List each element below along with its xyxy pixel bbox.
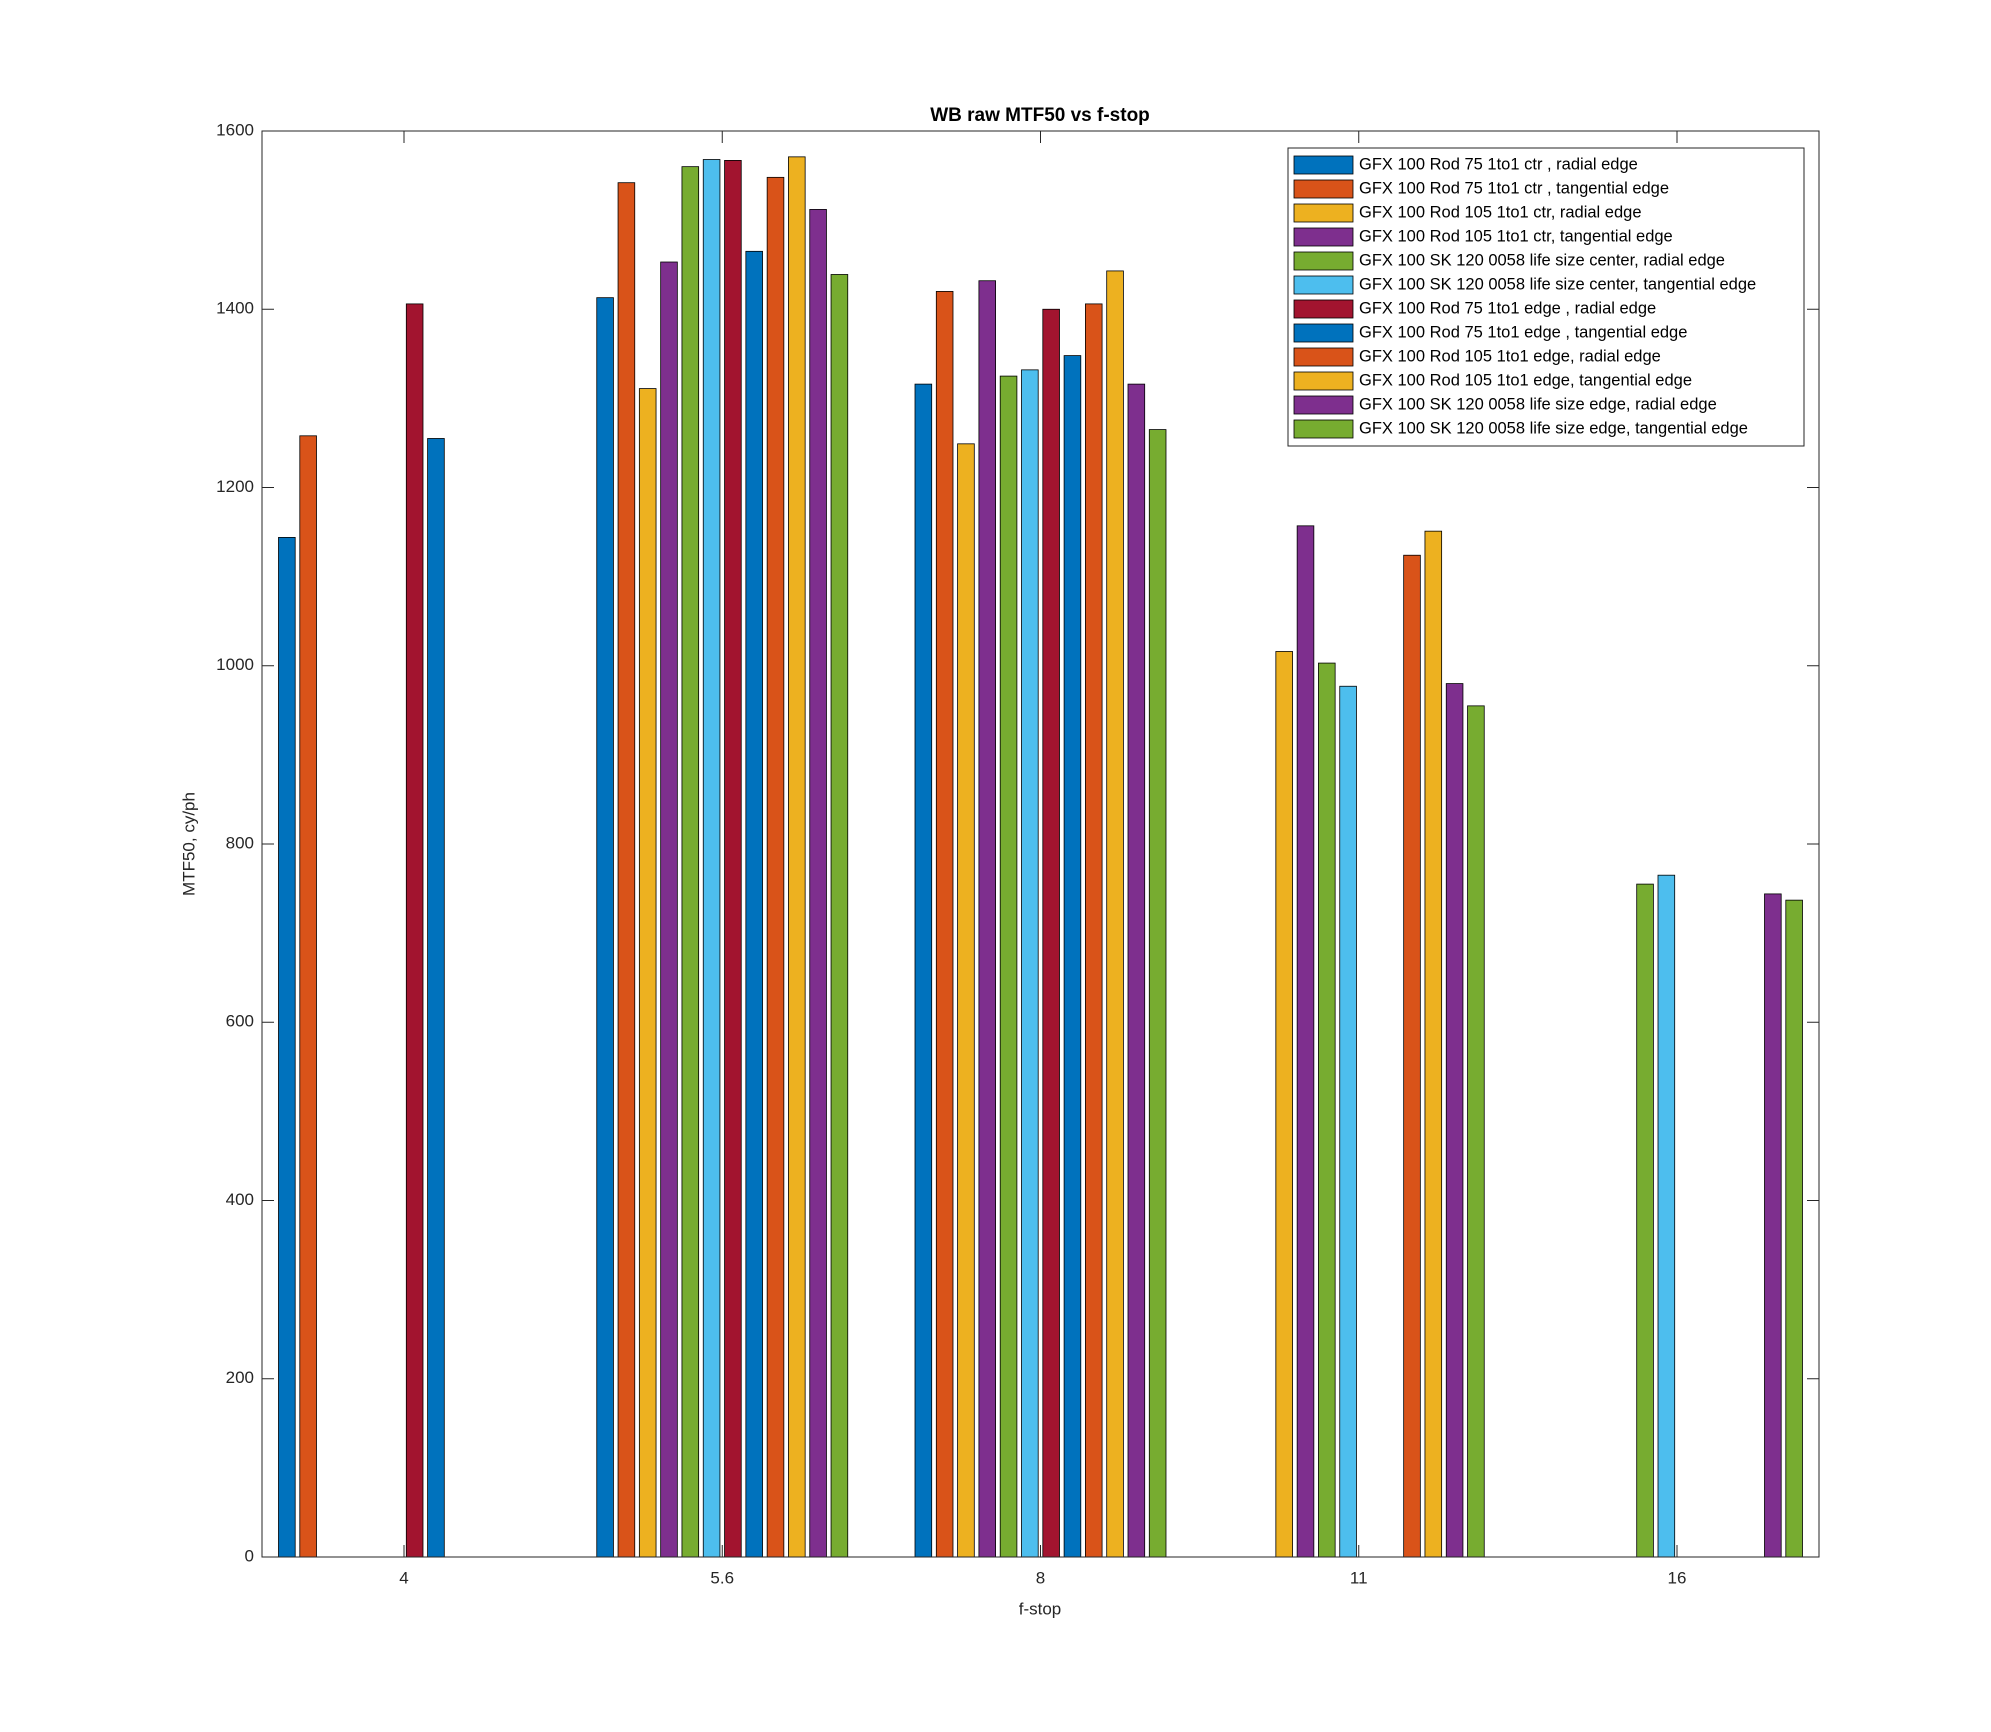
- y-tick-label: 1600: [216, 120, 254, 139]
- legend-swatch: [1293, 251, 1354, 271]
- bar: [1063, 355, 1082, 1558]
- legend-swatch: [1293, 371, 1354, 391]
- legend-swatch: [1293, 227, 1354, 247]
- y-tick-label: 1400: [216, 299, 254, 318]
- x-tick-label: 5.6: [710, 1568, 734, 1587]
- bar: [1403, 554, 1421, 1558]
- bar: [1021, 369, 1039, 1558]
- bar: [1042, 308, 1060, 1558]
- bar: [681, 166, 700, 1558]
- y-tick-label: 400: [226, 1190, 254, 1209]
- bar: [702, 159, 721, 1558]
- bar: [1127, 383, 1146, 1558]
- legend-label: GFX 100 Rod 105 1to1 ctr, tangential edg…: [1359, 227, 1673, 245]
- legend-swatch: [1293, 419, 1354, 439]
- x-tick-label: 16: [1668, 1568, 1687, 1587]
- y-tick-label: 200: [226, 1368, 254, 1387]
- bar: [1467, 705, 1485, 1558]
- bar: [1296, 525, 1315, 1558]
- legend-label: GFX 100 SK 120 0058 life size center, ra…: [1359, 251, 1725, 269]
- legend-label: GFX 100 SK 120 0058 life size edge, tang…: [1359, 419, 1748, 437]
- y-tick-label: 600: [226, 1012, 254, 1031]
- x-axis-label: f-stop: [1019, 1599, 1062, 1618]
- bar: [809, 209, 827, 1558]
- bar: [1657, 874, 1676, 1558]
- y-tick-label: 800: [226, 833, 254, 852]
- bar: [638, 388, 657, 1558]
- bar: [724, 160, 742, 1558]
- legend-swatch: [1293, 155, 1354, 175]
- bar: [978, 280, 997, 1558]
- bar: [1636, 883, 1654, 1558]
- bar: [1785, 899, 1803, 1558]
- bar: [299, 435, 317, 1558]
- legend-swatch: [1293, 275, 1354, 295]
- bar: [1424, 530, 1443, 1558]
- bar: [1318, 662, 1336, 1558]
- bar: [1085, 303, 1103, 1558]
- legend-swatch: [1293, 323, 1354, 343]
- bar: [935, 291, 954, 1558]
- legend-swatch: [1293, 179, 1354, 199]
- bar: [1764, 893, 1782, 1558]
- bar: [278, 537, 296, 1558]
- bar: [745, 250, 763, 1558]
- legend-swatch: [1293, 203, 1354, 223]
- bar: [1106, 270, 1124, 1558]
- bar: [427, 438, 445, 1558]
- legend-swatch: [1293, 299, 1354, 319]
- legend-label: GFX 100 Rod 75 1to1 ctr , tangential edg…: [1359, 179, 1669, 197]
- bar: [660, 261, 678, 1558]
- bar: [999, 375, 1018, 1558]
- legend-label: GFX 100 Rod 105 1to1 edge, tangential ed…: [1359, 371, 1692, 389]
- bar: [596, 297, 614, 1558]
- legend-label: GFX 100 Rod 105 1to1 ctr, radial edge: [1359, 203, 1642, 221]
- bar: [617, 182, 636, 1558]
- bar: [957, 443, 975, 1558]
- bar: [830, 274, 849, 1558]
- bar: [914, 383, 933, 1558]
- legend-label: GFX 100 SK 120 0058 life size center, ta…: [1359, 275, 1756, 293]
- bar: [1275, 651, 1293, 1558]
- x-tick-label: 8: [1036, 1568, 1045, 1587]
- legend-label: GFX 100 Rod 105 1to1 edge, radial edge: [1359, 347, 1661, 365]
- legend: GFX 100 Rod 75 1to1 ctr , radial edge GFX…: [1287, 147, 1805, 447]
- bar: [405, 303, 424, 1558]
- legend-label: GFX 100 Rod 75 1to1 ctr , radial edge: [1359, 155, 1638, 173]
- axes-box: [261, 130, 1820, 1558]
- legend-swatch: [1293, 395, 1354, 415]
- chart-title: WB raw MTF50 vs f-stop: [930, 105, 1150, 126]
- y-tick-label: 0: [245, 1546, 254, 1565]
- x-tick-label: 11: [1350, 1568, 1368, 1587]
- legend-swatch: [1293, 347, 1354, 367]
- legend-label: GFX 100 SK 120 0058 life size edge, radi…: [1359, 395, 1717, 413]
- y-tick-label: 1200: [216, 477, 254, 496]
- y-axis-label: MTF50, cy/ph: [179, 792, 198, 896]
- legend-label: GFX 100 Rod 75 1to1 edge , tangential ed…: [1359, 323, 1687, 341]
- bar: [1148, 429, 1167, 1558]
- legend-label: GFX 100 Rod 75 1to1 edge , radial edge: [1359, 299, 1656, 317]
- bar: [788, 156, 806, 1558]
- bar: [1445, 683, 1464, 1558]
- x-tick-label: 4: [399, 1568, 408, 1587]
- y-tick-label: 1000: [216, 655, 254, 674]
- legend-box: [1287, 147, 1805, 447]
- bar: [766, 176, 785, 1558]
- bar: [1339, 685, 1357, 1558]
